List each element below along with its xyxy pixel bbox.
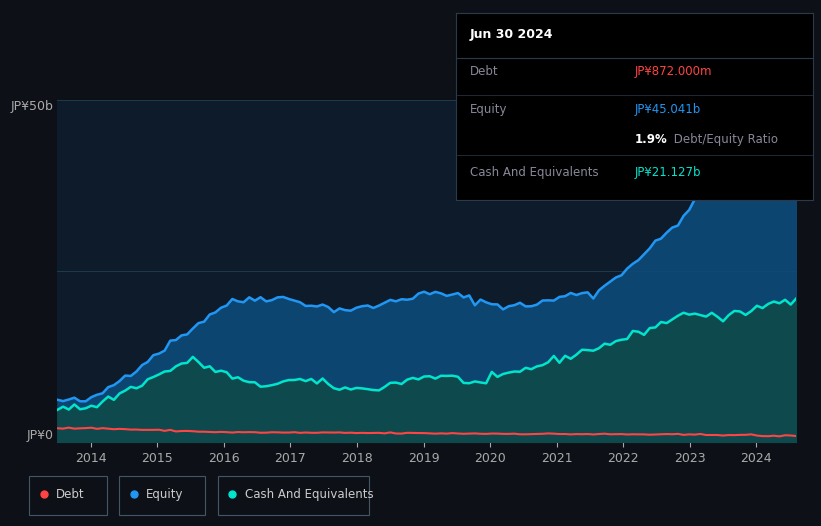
- Text: Debt: Debt: [470, 65, 498, 78]
- Text: Equity: Equity: [470, 103, 507, 116]
- Text: Debt: Debt: [56, 488, 85, 501]
- FancyBboxPatch shape: [119, 476, 205, 514]
- Text: Debt/Equity Ratio: Debt/Equity Ratio: [670, 133, 778, 146]
- Text: Cash And Equivalents: Cash And Equivalents: [245, 488, 374, 501]
- Text: Equity: Equity: [146, 488, 184, 501]
- FancyBboxPatch shape: [218, 476, 369, 514]
- Text: Jun 30 2024: Jun 30 2024: [470, 28, 553, 41]
- Text: 1.9%: 1.9%: [635, 133, 667, 146]
- Text: Cash And Equivalents: Cash And Equivalents: [470, 166, 599, 179]
- FancyBboxPatch shape: [29, 476, 107, 514]
- Text: JP¥21.127b: JP¥21.127b: [635, 166, 700, 179]
- Text: JP¥872.000m: JP¥872.000m: [635, 65, 712, 78]
- Text: JP¥45.041b: JP¥45.041b: [635, 103, 700, 116]
- Text: JP¥0: JP¥0: [27, 429, 54, 442]
- Text: JP¥50b: JP¥50b: [11, 100, 54, 113]
